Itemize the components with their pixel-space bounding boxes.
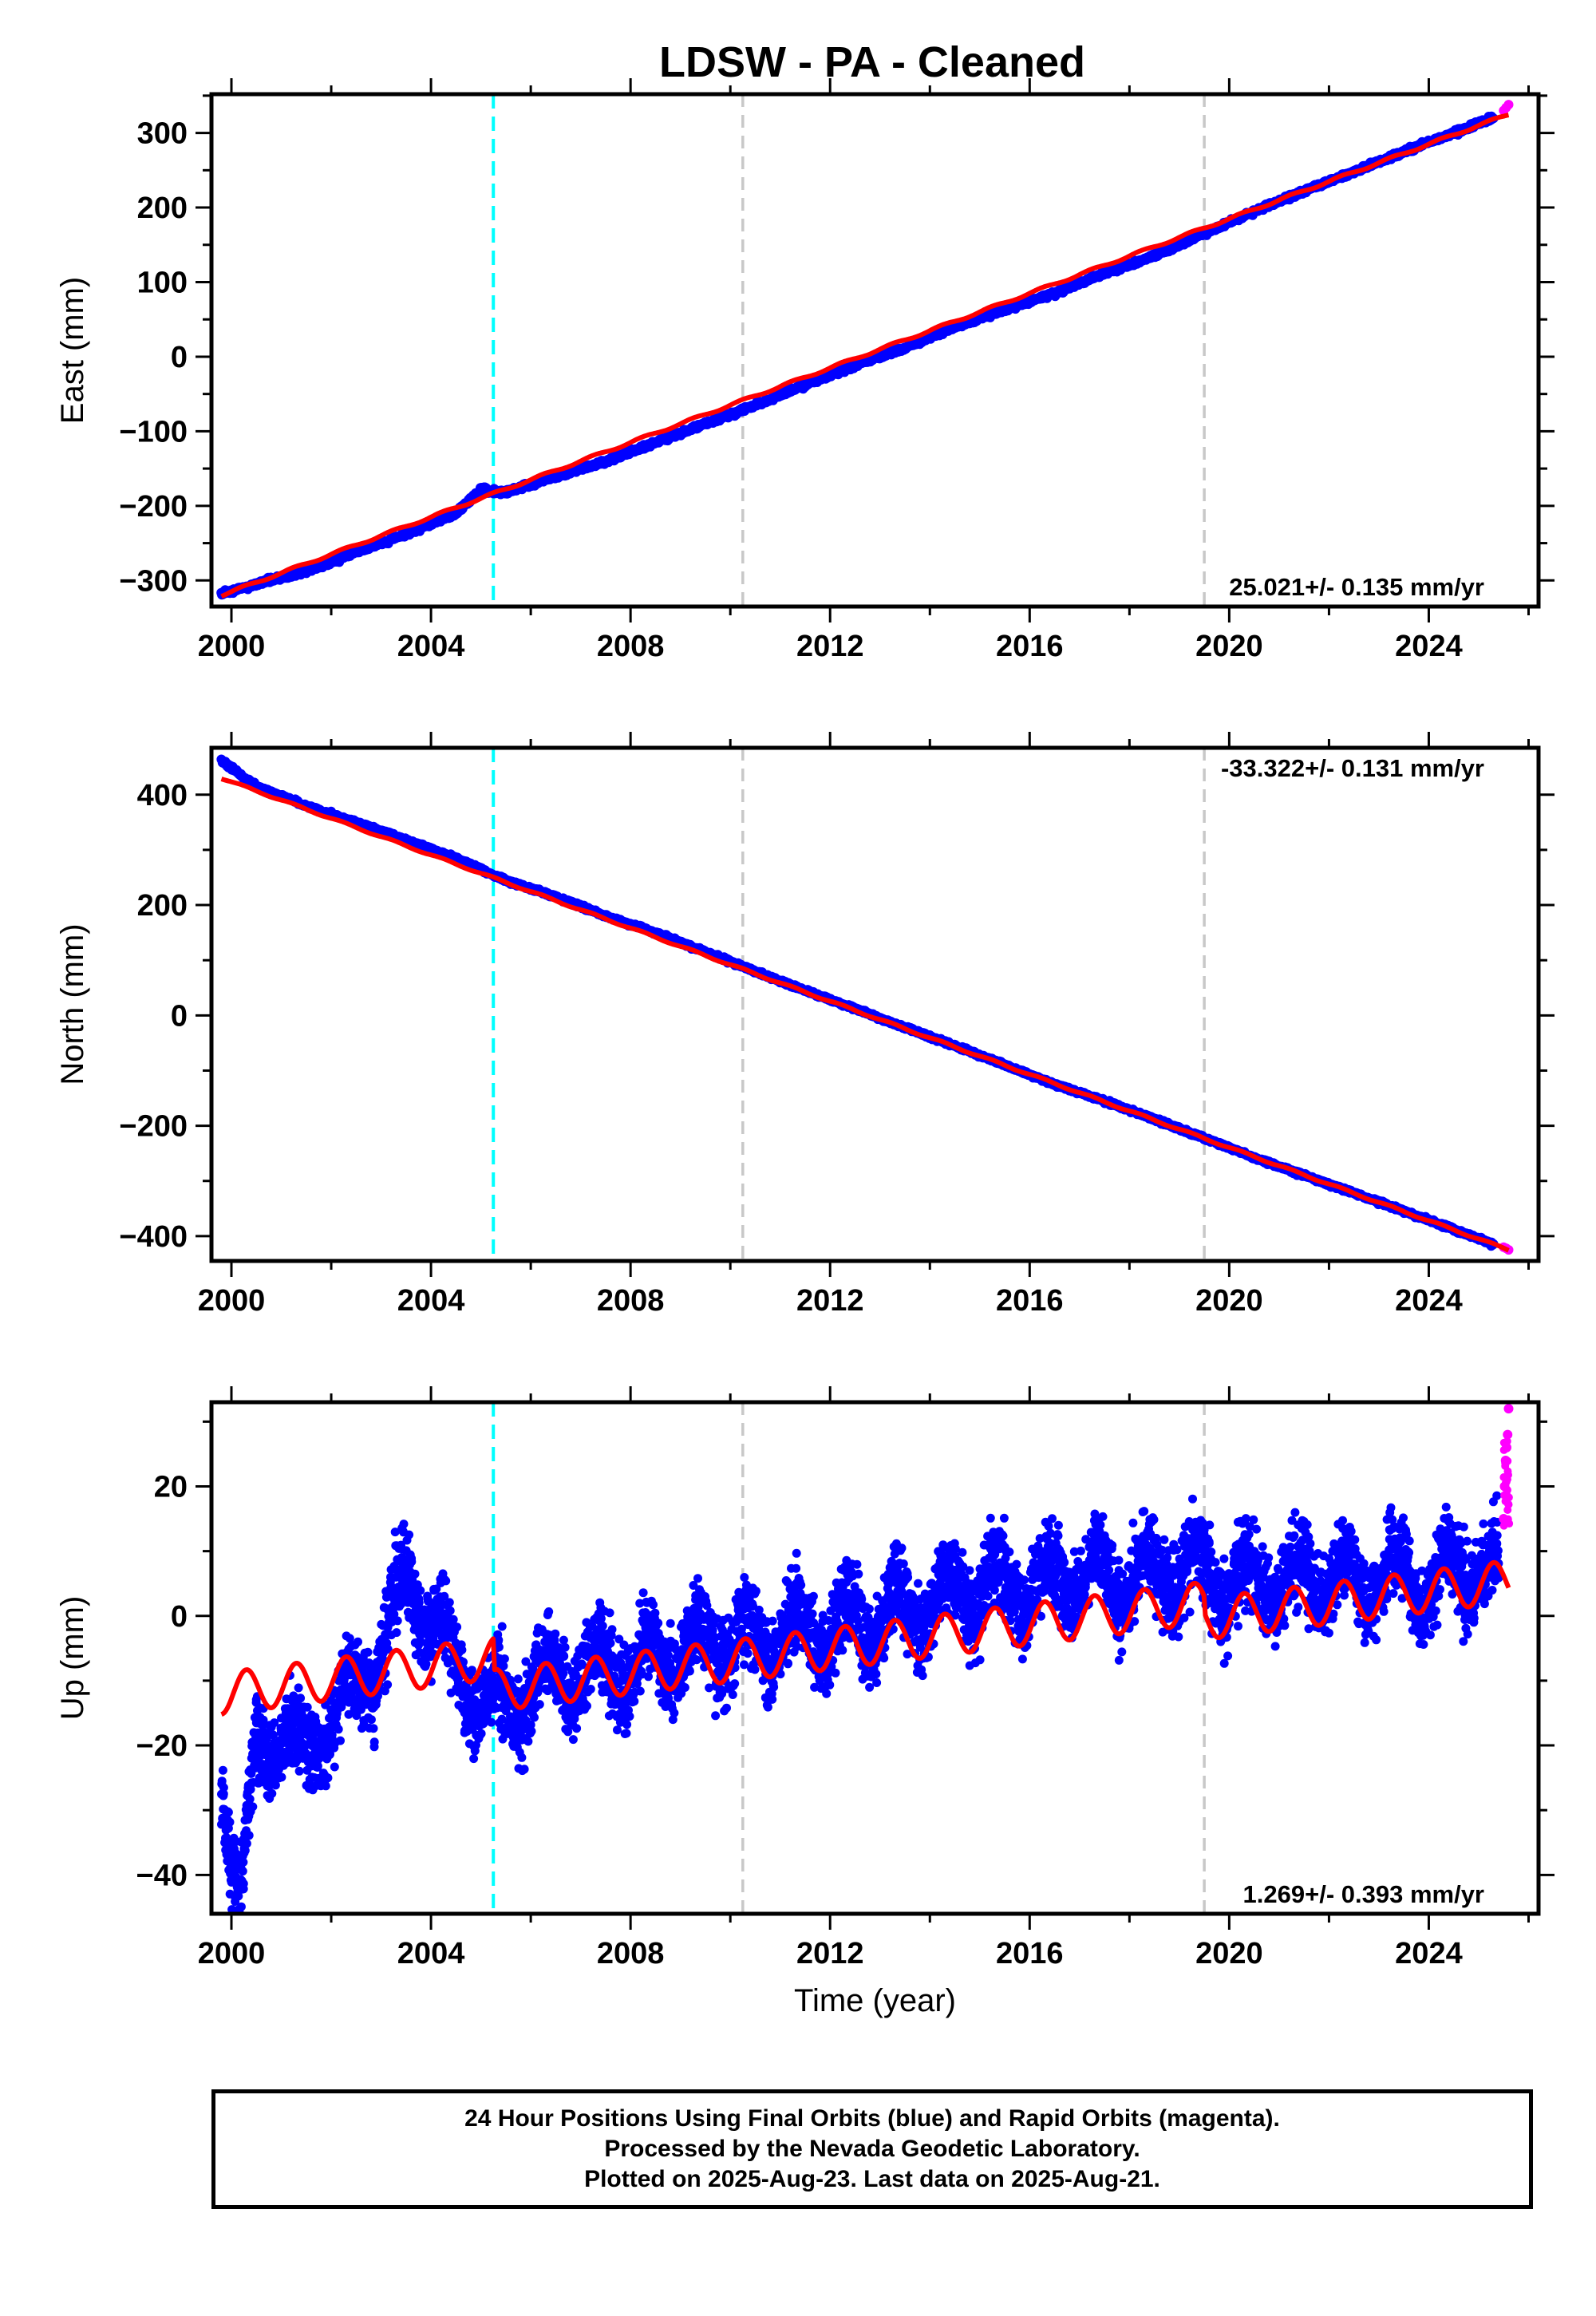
y-tick-label: 300 bbox=[137, 117, 188, 151]
model-fit-line-east bbox=[220, 113, 1510, 599]
y-tick-label: −300 bbox=[119, 564, 188, 598]
x-tick-label: 2008 bbox=[597, 630, 665, 663]
rapid-orbit-point bbox=[1503, 100, 1514, 110]
x-tick-label: 2000 bbox=[198, 630, 266, 663]
figure-title: LDSW - PA - Cleaned bbox=[659, 38, 1085, 86]
y-tick-label: 100 bbox=[137, 266, 188, 299]
rapid-orbit-points-east bbox=[1499, 100, 1514, 116]
x-tick-label: 2024 bbox=[1395, 630, 1463, 663]
panels: 2000 2004 2008 2012 2016 2020 2024−300−200−100… bbox=[55, 78, 1555, 2018]
y-tick-label: 0 bbox=[171, 341, 188, 374]
plot-area-north bbox=[216, 748, 1514, 1261]
y-tick-label: 200 bbox=[137, 192, 188, 225]
rate-label: 25.021+/- 0.135 mm/yr bbox=[1229, 573, 1484, 601]
y-axis-label: East (mm) bbox=[55, 277, 90, 424]
x-tick-label: 2016 bbox=[996, 630, 1064, 663]
panel-north: 2000 2004 2008 2012 2016 2020 20244002000−200−… bbox=[55, 732, 1555, 1318]
x-tick-label: 2012 bbox=[796, 630, 864, 663]
panel-frame-east bbox=[209, 92, 1541, 609]
panel-east: 2000 2004 2008 2012 2016 2020 2024−300−200−100… bbox=[55, 78, 1555, 663]
plot-area-east bbox=[216, 94, 1514, 607]
y-tick-label: −200 bbox=[119, 490, 188, 524]
x-tick-label: 2020 bbox=[1195, 630, 1263, 663]
y-tick-label: −100 bbox=[119, 415, 188, 449]
x-tick-label: 2004 bbox=[397, 630, 465, 663]
